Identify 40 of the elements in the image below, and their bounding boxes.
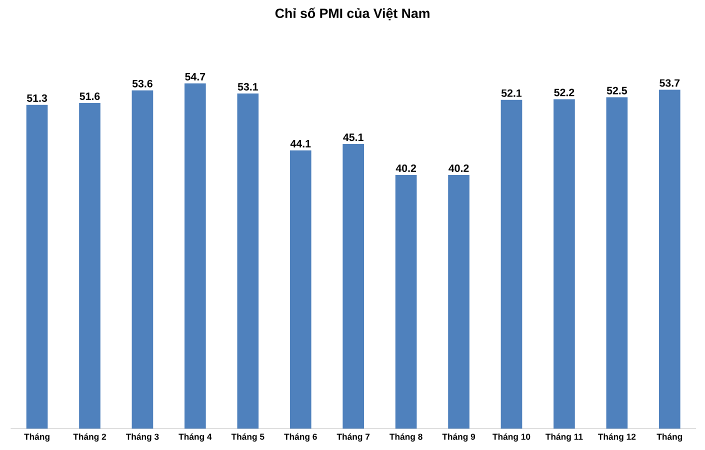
data-label: 52.5	[606, 86, 628, 94]
bar	[500, 100, 522, 429]
data-label: 45.1	[343, 134, 364, 142]
bar	[184, 83, 206, 429]
x-tick-label: Tháng 11	[546, 433, 583, 442]
data-label: 51.6	[80, 92, 100, 100]
x-tick-label: Tháng	[656, 433, 682, 442]
x-tick-label: Tháng 9	[442, 433, 476, 442]
x-tick-label: Tháng 2	[73, 433, 106, 442]
data-label: 40.2	[396, 164, 416, 172]
bar	[395, 174, 417, 429]
bar	[237, 94, 259, 429]
chart-title: Chỉ số PMI của Việt Nam	[275, 8, 430, 20]
x-tick-label: Tháng	[24, 433, 50, 442]
x-tick-label: Tháng 3	[126, 433, 159, 442]
data-label: 53.6	[132, 80, 152, 88]
data-label: 44.1	[290, 140, 311, 148]
bar	[448, 174, 470, 429]
data-label: 53.7	[660, 79, 680, 87]
bar	[26, 104, 48, 429]
x-tick-label: Tháng 6	[284, 433, 317, 442]
x-tick-label: Tháng 12	[598, 433, 636, 442]
bar	[606, 97, 628, 429]
x-tick-label: Tháng 4	[178, 433, 212, 442]
data-label: 52.1	[501, 89, 522, 97]
x-tick-label: Tháng 5	[231, 433, 264, 442]
x-tick-label: Tháng 10	[492, 433, 530, 442]
data-label: 54.7	[185, 73, 206, 80]
bar	[658, 90, 680, 429]
data-label: 53.1	[238, 83, 258, 91]
data-label: 51.3	[26, 94, 48, 102]
x-tick-label: Tháng 8	[390, 433, 422, 442]
bar	[554, 99, 575, 429]
data-label: 52.2	[554, 88, 574, 96]
bar	[79, 102, 100, 429]
bar	[132, 90, 154, 429]
bar	[290, 150, 312, 429]
bar	[342, 144, 364, 429]
x-tick-label: Tháng 7	[336, 433, 370, 442]
data-label: 40.2	[448, 164, 469, 172]
